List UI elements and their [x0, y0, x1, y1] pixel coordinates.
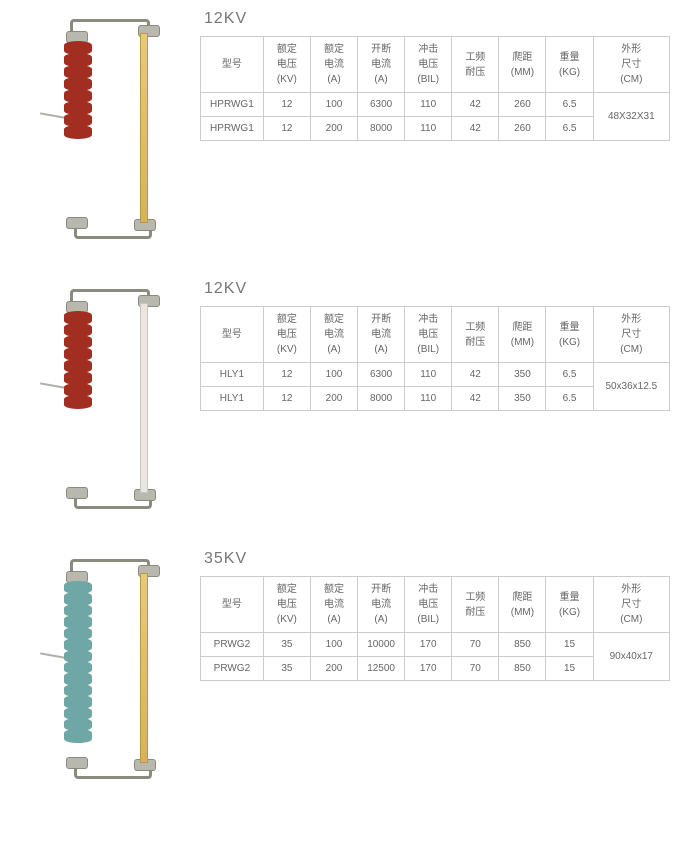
product-illustration [10, 280, 190, 520]
section-title: 12KV [204, 10, 670, 28]
cell-bil: 170 [405, 633, 452, 657]
cell-kv: 12 [263, 117, 310, 141]
table-row: HPRWG1121006300110422606.548X32X31 [201, 93, 670, 117]
cell-a: 100 [310, 363, 357, 387]
cell-a: 200 [310, 387, 357, 411]
section-title: 35KV [204, 550, 670, 568]
product-illustration [10, 550, 190, 790]
cell-model: HLY1 [201, 363, 264, 387]
col-header: 重量(KG) [546, 577, 593, 633]
cell-kg: 15 [546, 633, 593, 657]
col-header: 外形尺寸(CM) [593, 307, 669, 363]
table-row: PRWG23510010000170708501590x40x17 [201, 633, 670, 657]
col-header: 型号 [201, 307, 264, 363]
cell-model: HPRWG1 [201, 93, 264, 117]
cell-a: 200 [310, 657, 357, 681]
cell-model: HPRWG1 [201, 117, 264, 141]
col-header: 外形尺寸(CM) [593, 37, 669, 93]
cell-ba: 8000 [358, 117, 405, 141]
col-header: 开断电流(A) [358, 37, 405, 93]
table-row: HLY1121006300110423506.550x36x12.5 [201, 363, 670, 387]
col-header: 爬距(MM) [499, 37, 546, 93]
cell-kv: 12 [263, 387, 310, 411]
cell-kv: 35 [263, 633, 310, 657]
cell-a: 200 [310, 117, 357, 141]
cell-dim: 48X32X31 [593, 93, 669, 141]
cell-creep: 350 [499, 363, 546, 387]
cell-pf: 70 [452, 633, 499, 657]
col-header: 额定电压(KV) [263, 307, 310, 363]
cell-bil: 110 [405, 117, 452, 141]
cell-dim: 50x36x12.5 [593, 363, 669, 411]
cell-ba: 10000 [358, 633, 405, 657]
col-header: 额定电流(A) [310, 37, 357, 93]
cell-pf: 42 [452, 117, 499, 141]
spec-table: 型号额定电压(KV)额定电流(A)开断电流(A)冲击电压(BIL)工频耐压爬距(… [200, 306, 670, 411]
cell-creep: 850 [499, 633, 546, 657]
cell-kg: 6.5 [546, 363, 593, 387]
cell-bil: 110 [405, 387, 452, 411]
col-header: 开断电流(A) [358, 577, 405, 633]
col-header: 外形尺寸(CM) [593, 577, 669, 633]
cell-bil: 170 [405, 657, 452, 681]
cell-bil: 110 [405, 363, 452, 387]
col-header: 型号 [201, 37, 264, 93]
spec-section: 12KV 型号额定电压(KV)额定电流(A)开断电流(A)冲击电压(BIL)工频耐… [10, 280, 670, 520]
col-header: 工频耐压 [452, 307, 499, 363]
col-header: 型号 [201, 577, 264, 633]
cell-creep: 260 [499, 93, 546, 117]
cell-creep: 850 [499, 657, 546, 681]
cell-kg: 15 [546, 657, 593, 681]
cell-pf: 42 [452, 387, 499, 411]
cell-creep: 350 [499, 387, 546, 411]
spec-section: 12KV 型号额定电压(KV)额定电流(A)开断电流(A)冲击电压(BIL)工频耐… [10, 10, 670, 250]
col-header: 额定电压(KV) [263, 577, 310, 633]
col-header: 工频耐压 [452, 37, 499, 93]
cell-kg: 6.5 [546, 93, 593, 117]
cell-model: PRWG2 [201, 657, 264, 681]
cell-kv: 12 [263, 93, 310, 117]
col-header: 冲击电压(BIL) [405, 577, 452, 633]
spec-section: 35KV 型号额定电压(KV)额定电流(A)开断电流(A)冲击电压(BIL)工频耐… [10, 550, 670, 790]
cell-ba: 6300 [358, 93, 405, 117]
section-title: 12KV [204, 280, 670, 298]
cell-kg: 6.5 [546, 117, 593, 141]
cell-dim: 90x40x17 [593, 633, 669, 681]
col-header: 额定电压(KV) [263, 37, 310, 93]
col-header: 冲击电压(BIL) [405, 37, 452, 93]
col-header: 冲击电压(BIL) [405, 307, 452, 363]
cell-kg: 6.5 [546, 387, 593, 411]
cell-model: PRWG2 [201, 633, 264, 657]
col-header: 工频耐压 [452, 577, 499, 633]
cell-ba: 8000 [358, 387, 405, 411]
col-header: 重量(KG) [546, 307, 593, 363]
col-header: 重量(KG) [546, 37, 593, 93]
cell-pf: 42 [452, 93, 499, 117]
col-header: 额定电流(A) [310, 307, 357, 363]
col-header: 额定电流(A) [310, 577, 357, 633]
cell-creep: 260 [499, 117, 546, 141]
cell-ba: 12500 [358, 657, 405, 681]
product-illustration [10, 10, 190, 250]
col-header: 开断电流(A) [358, 307, 405, 363]
cell-ba: 6300 [358, 363, 405, 387]
cell-pf: 42 [452, 363, 499, 387]
cell-pf: 70 [452, 657, 499, 681]
spec-table: 型号额定电压(KV)额定电流(A)开断电流(A)冲击电压(BIL)工频耐压爬距(… [200, 576, 670, 681]
col-header: 爬距(MM) [499, 307, 546, 363]
cell-a: 100 [310, 93, 357, 117]
cell-kv: 12 [263, 363, 310, 387]
cell-kv: 35 [263, 657, 310, 681]
cell-model: HLY1 [201, 387, 264, 411]
cell-a: 100 [310, 633, 357, 657]
cell-bil: 110 [405, 93, 452, 117]
spec-table: 型号额定电压(KV)额定电流(A)开断电流(A)冲击电压(BIL)工频耐压爬距(… [200, 36, 670, 141]
col-header: 爬距(MM) [499, 577, 546, 633]
